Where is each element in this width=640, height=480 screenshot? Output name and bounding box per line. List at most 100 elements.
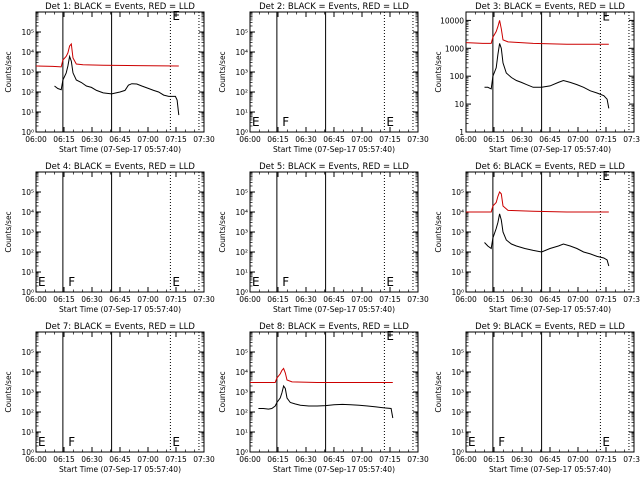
marker-letter: E xyxy=(252,275,260,289)
marker-letter: E xyxy=(172,275,180,289)
x-tick-label: 06:00 xyxy=(455,135,477,144)
x-tick-label: 06:00 xyxy=(455,295,477,304)
x-tick-label: 07:15 xyxy=(165,295,187,304)
marker-letter: F xyxy=(282,115,289,129)
x-tick-label: 06:15 xyxy=(267,295,289,304)
chart-title: Det 6: BLACK = Events, RED = LLD xyxy=(475,162,625,172)
marker-letter: E xyxy=(38,435,46,449)
chart-panel-8: Det 8: BLACK = Events, RED = LLD 10⁰ 10¹ 10… xyxy=(218,322,429,474)
y-tick-label: 10² xyxy=(21,408,34,417)
y-tick-label: 1 xyxy=(459,128,464,137)
x-axis-label: Start Time (07-Sep-17 05:57:40) xyxy=(59,145,181,154)
x-tick-label: 07:15 xyxy=(595,295,617,304)
marker-letter: F xyxy=(68,275,75,289)
y-tick-label: 10² xyxy=(451,408,464,417)
y-axis-label: Counts/sec xyxy=(434,371,443,412)
series-line-events xyxy=(258,384,394,419)
chart-title: Det 4: BLACK = Events, RED = LLD xyxy=(45,162,195,172)
chart-title: Det 7: BLACK = Events, RED = LLD xyxy=(45,322,195,332)
x-axis-label: Start Time (07-Sep-17 05:57:40) xyxy=(59,305,181,314)
y-tick-label: 10⁵ xyxy=(235,188,248,197)
y-tick-label: 10⁰ xyxy=(21,288,34,297)
marker-letter: E xyxy=(468,435,476,449)
y-tick-label: 10⁴ xyxy=(235,48,248,57)
plot-frame xyxy=(465,11,635,133)
x-tick-label: 07:15 xyxy=(379,135,401,144)
y-tick-label: 10⁵ xyxy=(451,188,464,197)
x-tick-label: 07:00 xyxy=(351,295,373,304)
chart-panel-3: Det 3: BLACK = Events, RED = LLD 1 10 100 10… xyxy=(434,2,640,154)
x-tick-label: 07:30 xyxy=(193,135,215,144)
chart-title: Det 3: BLACK = Events, RED = LLD xyxy=(475,2,625,12)
y-axis-label: Counts/sec xyxy=(4,211,13,252)
y-tick-label: 10² xyxy=(21,88,34,97)
y-tick-label: 10³ xyxy=(21,228,34,237)
x-tick-label: 06:30 xyxy=(295,135,317,144)
x-tick-label: 07:30 xyxy=(407,135,429,144)
y-tick-label: 10² xyxy=(235,408,248,417)
x-tick-label: 07:00 xyxy=(137,455,159,464)
x-axis-label: Start Time (07-Sep-17 05:57:40) xyxy=(59,465,181,474)
x-tick-label: 07:00 xyxy=(351,135,373,144)
x-tick-label: 06:45 xyxy=(109,455,131,464)
x-tick-label: 07:30 xyxy=(193,455,215,464)
x-tick-label: 07:30 xyxy=(623,455,640,464)
y-tick-label: 10⁵ xyxy=(21,188,34,197)
y-tick-label: 10⁵ xyxy=(235,348,248,357)
x-tick-label: 06:45 xyxy=(109,135,131,144)
y-tick-label: 10² xyxy=(21,248,34,257)
x-tick-label: 06:00 xyxy=(455,455,477,464)
chart-title: Det 5: BLACK = Events, RED = LLD xyxy=(259,162,409,172)
y-tick-label: 10³ xyxy=(451,388,464,397)
y-tick-label: 10² xyxy=(235,88,248,97)
x-tick-label: 06:30 xyxy=(81,135,103,144)
y-tick-label: 10³ xyxy=(451,228,464,237)
x-tick-label: 06:45 xyxy=(323,135,345,144)
x-tick-label: 06:00 xyxy=(25,295,47,304)
x-tick-label: 06:15 xyxy=(53,295,75,304)
marker-letter: E xyxy=(602,435,610,449)
y-tick-label: 100 xyxy=(450,72,465,81)
y-tick-label: 10⁵ xyxy=(21,348,34,357)
x-axis-label: Start Time (07-Sep-17 05:57:40) xyxy=(489,145,611,154)
marker-letter: E xyxy=(602,169,610,183)
x-tick-label: 06:00 xyxy=(25,135,47,144)
x-tick-label: 06:45 xyxy=(323,455,345,464)
chart-panel-5: Det 5: BLACK = Events, RED = LLD 10⁰ 10¹ 10… xyxy=(218,162,429,314)
x-tick-label: 06:15 xyxy=(483,455,505,464)
marker-letter: E xyxy=(38,275,46,289)
x-tick-label: 06:45 xyxy=(109,295,131,304)
chart-title: Det 9: BLACK = Events, RED = LLD xyxy=(475,322,625,332)
marker-letter: E xyxy=(602,9,610,23)
x-tick-label: 06:15 xyxy=(483,135,505,144)
x-axis-label: Start Time (07-Sep-17 05:57:40) xyxy=(489,305,611,314)
y-tick-label: 10⁰ xyxy=(451,288,464,297)
x-tick-label: 06:45 xyxy=(539,455,561,464)
x-tick-label: 06:45 xyxy=(539,135,561,144)
y-tick-label: 10¹ xyxy=(451,428,464,437)
x-tick-label: 07:30 xyxy=(623,135,640,144)
chart-panel-7: Det 7: BLACK = Events, RED = LLD 10⁰ 10¹ 10… xyxy=(4,322,215,474)
plot-frame xyxy=(249,331,419,453)
marker-letter: F xyxy=(498,435,505,449)
x-axis-label: Start Time (07-Sep-17 05:57:40) xyxy=(489,465,611,474)
y-tick-label: 10⁵ xyxy=(451,348,464,357)
y-tick-label: 10⁴ xyxy=(21,208,34,217)
x-tick-label: 06:30 xyxy=(295,455,317,464)
series-line-lld xyxy=(35,42,179,68)
marker-letter: F xyxy=(282,275,289,289)
y-tick-label: 10¹ xyxy=(451,268,464,277)
series-line-events xyxy=(484,213,610,267)
x-tick-label: 07:00 xyxy=(567,295,589,304)
x-tick-label: 07:30 xyxy=(407,295,429,304)
y-tick-label: 10³ xyxy=(235,228,248,237)
y-tick-label: 10⁰ xyxy=(21,128,34,137)
y-tick-label: 10⁴ xyxy=(235,368,248,377)
y-tick-label: 10⁰ xyxy=(21,448,34,457)
marker-letter: E xyxy=(386,329,394,343)
y-tick-label: 10³ xyxy=(21,68,34,77)
x-tick-label: 06:45 xyxy=(323,295,345,304)
y-tick-label: 10⁰ xyxy=(235,288,248,297)
x-tick-label: 06:15 xyxy=(53,135,75,144)
